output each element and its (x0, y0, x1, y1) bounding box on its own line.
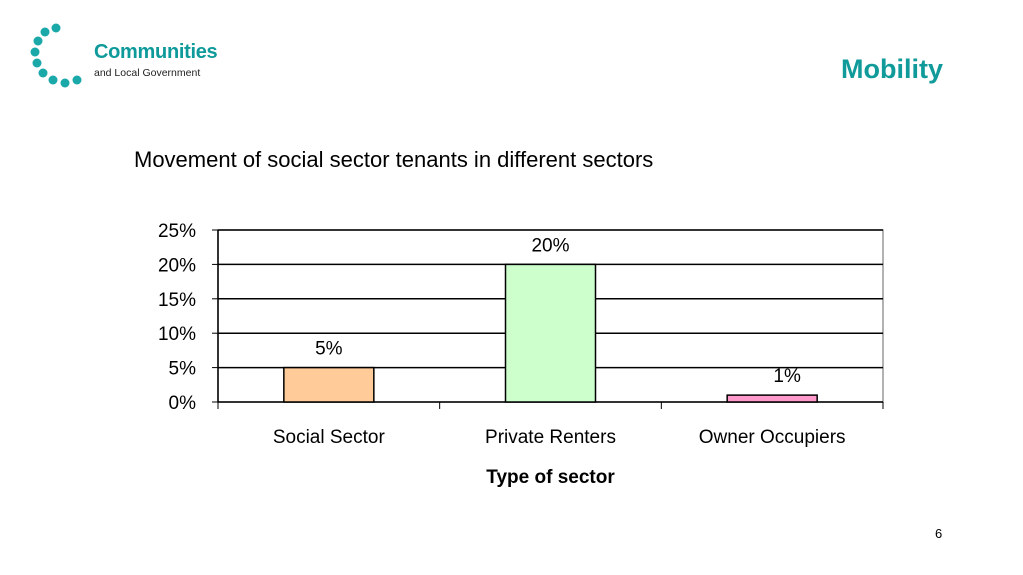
dots-logo-icon (30, 23, 82, 88)
bar (504, 263, 597, 403)
y-tick-label: 0% (169, 393, 197, 414)
chart-title: Movement of social sector tenants in dif… (134, 147, 654, 172)
y-tick-label: 15% (158, 290, 196, 311)
page-number: 6 (935, 526, 943, 541)
x-tick-label: Owner Occupiers (699, 427, 846, 448)
bar (283, 366, 375, 403)
x-tick-label: Private Renters (485, 427, 616, 448)
data-label: 1% (773, 366, 801, 387)
x-axis-title: Type of sector (486, 467, 615, 488)
slide-title: Mobility (841, 54, 943, 84)
data-label: 20% (531, 235, 569, 256)
y-tick-label: 20% (158, 255, 196, 276)
logo-subtitle: and Local Government (94, 67, 201, 79)
x-tick-label: Social Sector (273, 427, 386, 448)
y-tick-label: 5% (169, 359, 197, 380)
data-label: 5% (315, 339, 343, 360)
y-tick-label: 25% (158, 221, 196, 242)
logo-name: Communities (94, 41, 218, 63)
logo: Communities and Local Government (30, 22, 230, 92)
y-tick-label: 10% (158, 324, 196, 345)
bar (726, 394, 818, 403)
